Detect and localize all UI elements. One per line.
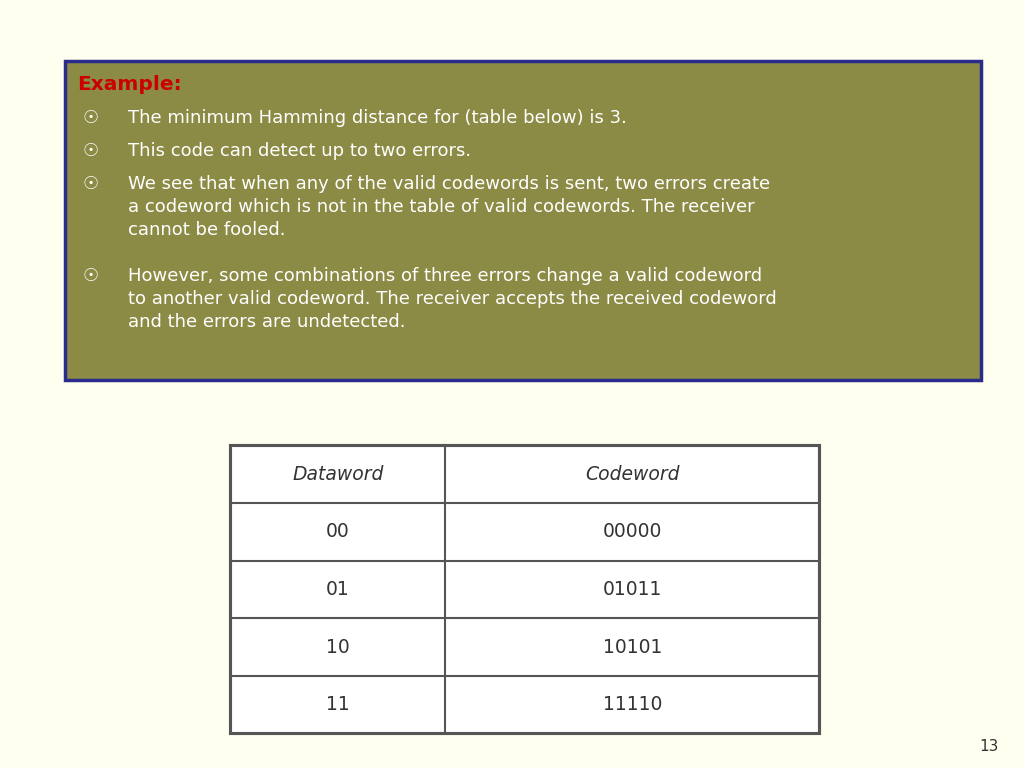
Text: 10: 10 — [326, 637, 350, 657]
Text: 01011: 01011 — [602, 580, 662, 599]
Text: 13: 13 — [979, 739, 998, 754]
FancyBboxPatch shape — [230, 445, 819, 733]
Text: 10101: 10101 — [602, 637, 662, 657]
Text: We see that when any of the valid codewords is sent, two errors create
a codewor: We see that when any of the valid codewo… — [128, 175, 770, 239]
Text: 01: 01 — [326, 580, 350, 599]
FancyBboxPatch shape — [65, 61, 981, 380]
Text: ☉: ☉ — [82, 267, 98, 285]
Text: 11: 11 — [326, 695, 350, 714]
Text: 11110: 11110 — [602, 695, 662, 714]
Text: Dataword: Dataword — [292, 465, 384, 484]
Text: However, some combinations of three errors change a valid codeword
to another va: However, some combinations of three erro… — [128, 267, 777, 331]
Text: Example:: Example: — [77, 75, 181, 94]
Text: ☉: ☉ — [82, 175, 98, 193]
Text: 00000: 00000 — [602, 522, 662, 541]
Text: This code can detect up to two errors.: This code can detect up to two errors. — [128, 142, 471, 160]
Text: Codeword: Codeword — [585, 465, 680, 484]
Text: The minimum Hamming distance for (table below) is 3.: The minimum Hamming distance for (table … — [128, 109, 627, 127]
Text: 00: 00 — [326, 522, 350, 541]
Text: ☉: ☉ — [82, 142, 98, 160]
Text: ☉: ☉ — [82, 109, 98, 127]
